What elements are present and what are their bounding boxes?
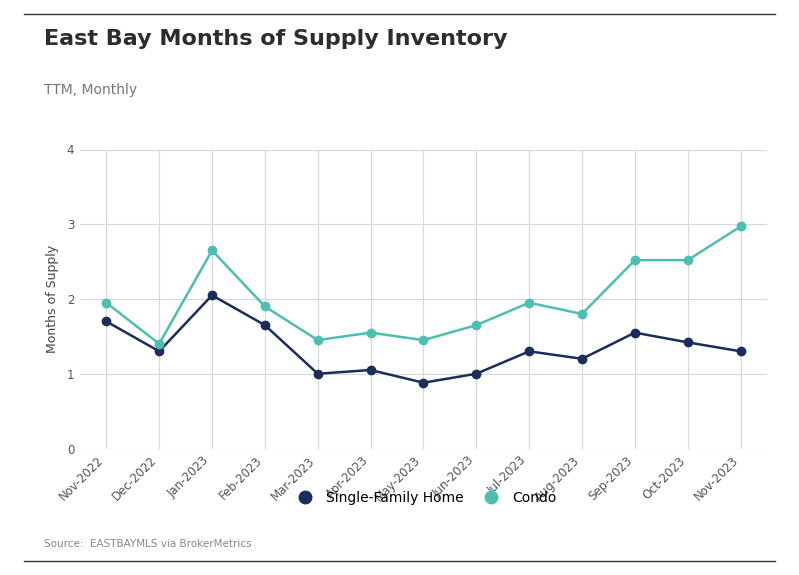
- Condo: [471, 322, 481, 329]
- Single-Family Home: [683, 339, 693, 346]
- Single-Family Home: [366, 367, 376, 374]
- Condo: [683, 256, 693, 263]
- Condo: [207, 247, 217, 254]
- Single-Family Home: [207, 292, 217, 299]
- Single-Family Home: [577, 355, 586, 362]
- Single-Family Home: [471, 370, 481, 377]
- Condo: [260, 303, 270, 310]
- Condo: [577, 310, 586, 317]
- Single-Family Home: [313, 370, 323, 377]
- Text: TTM, Monthly: TTM, Monthly: [44, 83, 137, 97]
- Condo: [630, 256, 640, 263]
- Single-Family Home: [260, 322, 270, 329]
- Condo: [419, 337, 428, 344]
- Condo: [736, 223, 745, 230]
- Single-Family Home: [630, 329, 640, 336]
- Y-axis label: Months of Supply: Months of Supply: [46, 245, 58, 353]
- Condo: [366, 329, 376, 336]
- Text: Source:  EASTBAYMLS via BrokerMetrics: Source: EASTBAYMLS via BrokerMetrics: [44, 539, 252, 549]
- Condo: [101, 299, 111, 306]
- Condo: [154, 340, 164, 347]
- Line: Condo: Condo: [102, 223, 745, 348]
- Legend: Single-Family Home, Condo: Single-Family Home, Condo: [285, 485, 562, 511]
- Condo: [524, 299, 534, 306]
- Single-Family Home: [736, 348, 745, 355]
- Single-Family Home: [419, 380, 428, 386]
- Single-Family Home: [524, 348, 534, 355]
- Line: Single-Family Home: Single-Family Home: [102, 291, 745, 387]
- Text: East Bay Months of Supply Inventory: East Bay Months of Supply Inventory: [44, 29, 507, 49]
- Condo: [313, 337, 323, 344]
- Single-Family Home: [154, 348, 164, 355]
- Single-Family Home: [101, 318, 111, 325]
